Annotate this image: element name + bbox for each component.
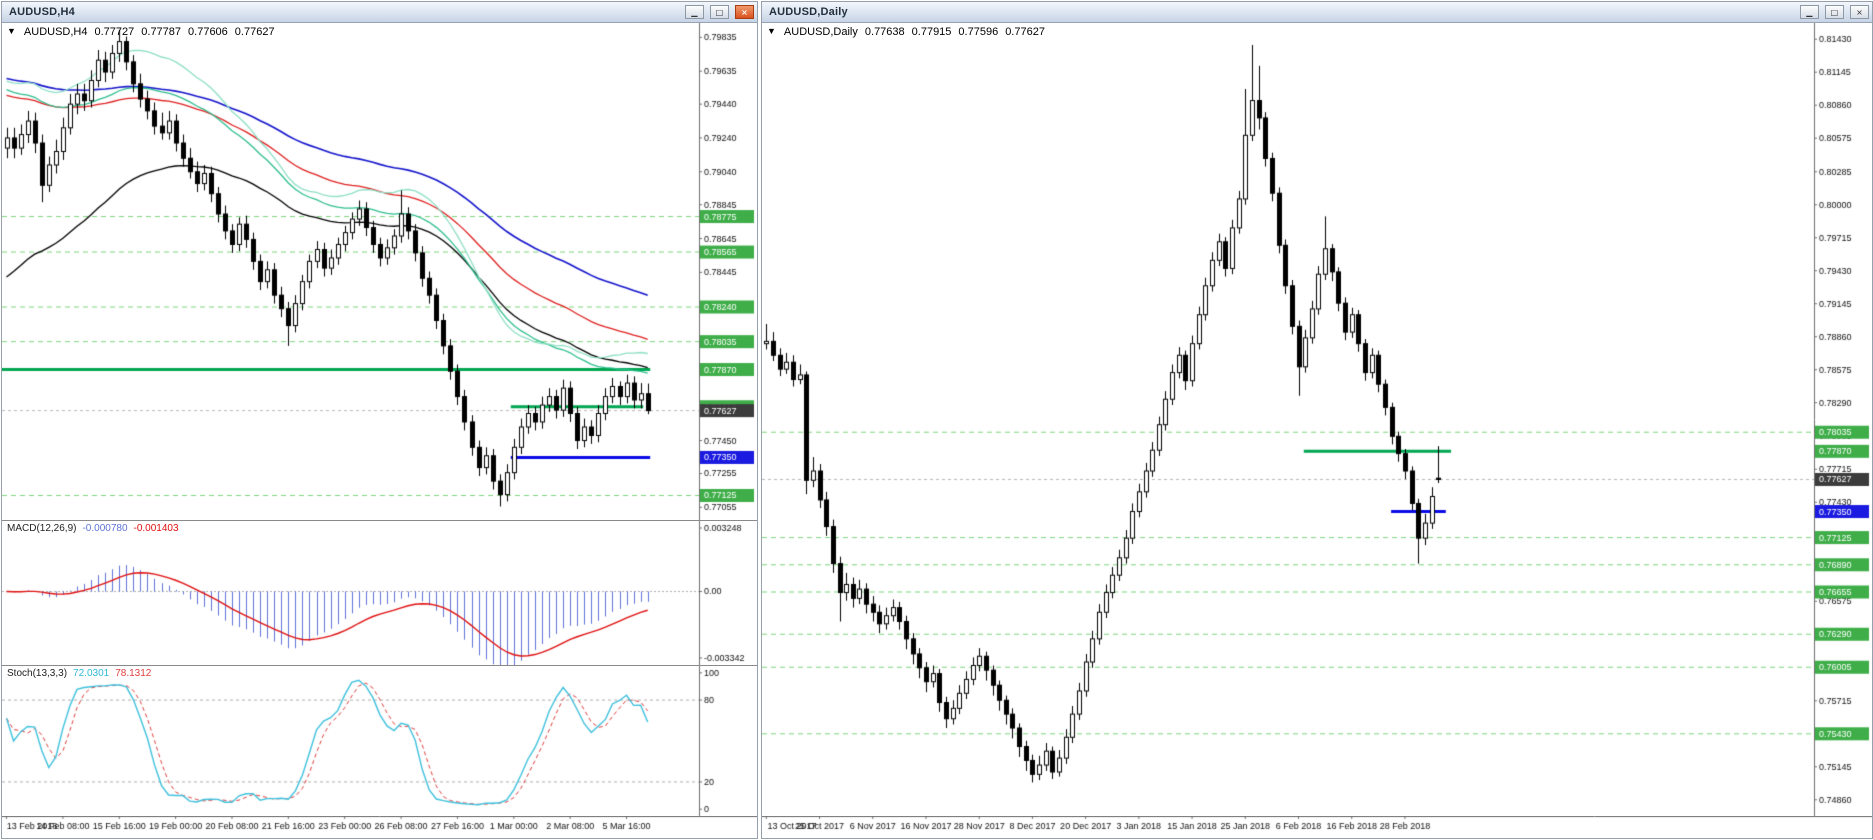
daily-minimize-button[interactable]: ▁ [1799,5,1819,19]
minimize-icon: ▁ [1806,7,1813,17]
daily-window-title: AUDUSD,Daily [769,6,848,18]
h4-stoch-pane: Stoch(13,3,3) 72.0301 78.1312 [2,666,757,816]
h4-minimize-button[interactable]: ▁ [684,5,704,19]
daily-time-axis[interactable] [762,816,1872,837]
daily-titlebar[interactable]: AUDUSD,Daily ▁ □ × [762,2,1872,23]
h4-time-axis[interactable] [2,816,757,837]
h4-price-pane: ▼ AUDUSD,H4 0.77727 0.77787 0.77606 0.77… [2,23,757,521]
daily-maximize-button[interactable]: □ [1824,5,1844,19]
h4-macd-pane: MACD(12,26,9) -0.000780 -0.001403 [2,521,757,666]
close-icon: × [741,7,748,17]
close-icon: × [1856,7,1863,17]
h4-price-chart-canvas[interactable] [2,23,757,520]
h4-maximize-button[interactable]: □ [709,5,729,19]
daily-window-controls: ▁ □ × [1797,5,1869,19]
daily-close-button[interactable]: × [1850,5,1869,19]
h4-close-button[interactable]: × [735,5,754,19]
maximize-icon: □ [1830,7,1839,17]
macd-indicator-canvas[interactable] [2,521,757,665]
minimize-icon: ▁ [691,7,698,17]
daily-price-pane: ▼ AUDUSD,Daily 0.77638 0.77915 0.77596 0… [762,23,1872,816]
h4-window-controls: ▁ □ × [682,5,754,19]
chart-window-h4: AUDUSD,H4 ▁ □ × ▼ AUDUSD,H4 0.77727 0.77… [1,1,758,839]
maximize-icon: □ [715,7,724,17]
h4-window-title: AUDUSD,H4 [9,6,75,18]
h4-titlebar[interactable]: AUDUSD,H4 ▁ □ × [2,2,757,23]
daily-price-chart-canvas[interactable] [762,23,1872,816]
chart-window-daily: AUDUSD,Daily ▁ □ × ▼ AUDUSD,Daily 0.7763… [761,1,1873,839]
stochastic-indicator-canvas[interactable] [2,666,757,816]
